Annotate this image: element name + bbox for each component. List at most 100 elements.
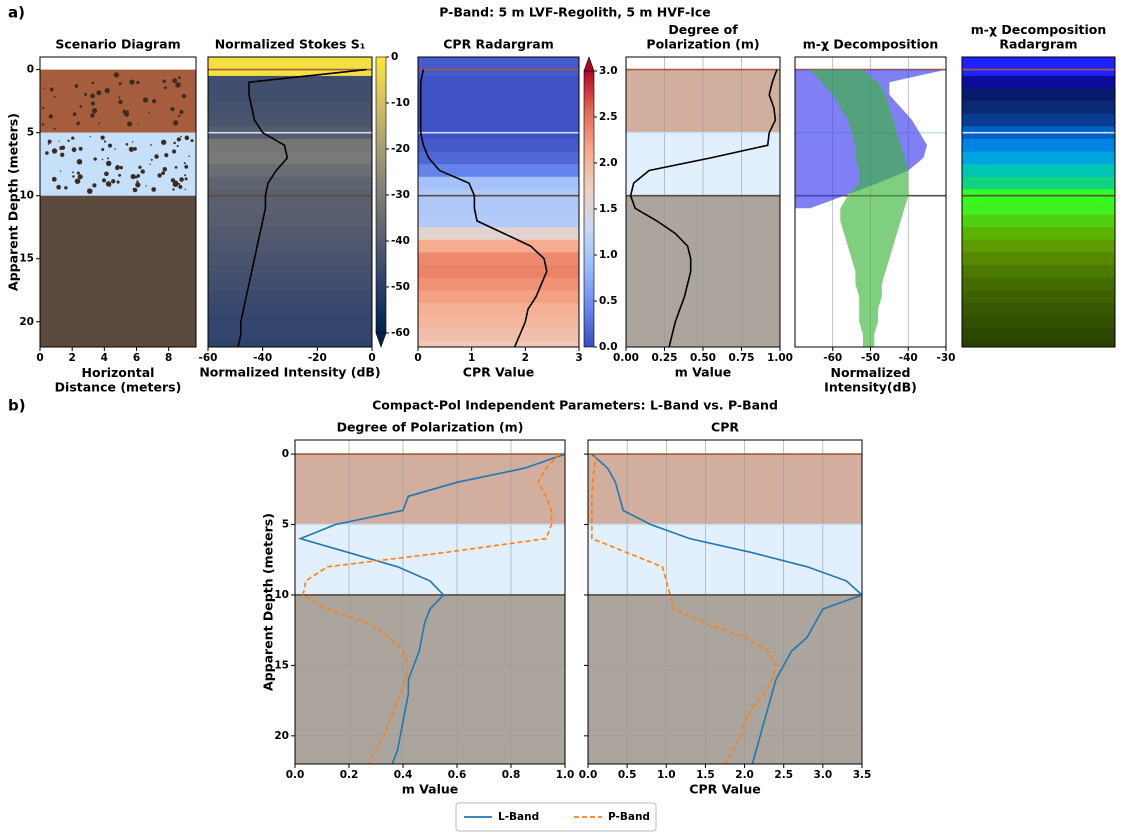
x-axis-label: Horizontal Distance (meters) — [55, 365, 182, 394]
particle — [49, 87, 54, 92]
x-tick-label: -60 — [199, 352, 218, 364]
particle — [173, 141, 176, 145]
particle — [53, 95, 56, 98]
particle — [98, 122, 100, 124]
color-strip — [962, 57, 1115, 77]
x-tick-label: 0.50 — [690, 352, 716, 364]
x-tick-label: 3.0 — [814, 769, 833, 781]
y-tick-label: 0 — [27, 64, 34, 76]
particle — [181, 94, 187, 99]
y-tick-label: 5 — [282, 519, 289, 531]
plot-area — [295, 440, 565, 764]
legend-label: L-Band — [498, 811, 539, 823]
panel-label: b) — [8, 397, 26, 415]
particle — [136, 180, 139, 183]
axes-frame — [207, 56, 373, 348]
colorbar-extension — [375, 332, 387, 348]
particle — [150, 144, 152, 146]
x-tick-label: 0.4 — [394, 769, 413, 781]
x-tick-label: 2.5 — [774, 769, 793, 781]
particle — [110, 179, 116, 184]
particle — [152, 99, 157, 104]
y-axis-label: Apparent Depth (meters) — [261, 513, 276, 691]
x-tick-label: 1.0 — [657, 769, 676, 781]
colorbar-tick-label: 0 — [391, 51, 398, 63]
particle — [149, 163, 151, 165]
particle — [74, 178, 81, 184]
particle — [100, 135, 105, 140]
x-tick-label: 0.2 — [340, 769, 359, 781]
particle — [127, 121, 133, 127]
x-tick-label: 0.00 — [613, 352, 639, 364]
x-axis-label: Normalized Intensity(dB) — [824, 365, 917, 394]
particle — [130, 174, 136, 180]
y-tick-label: 10 — [19, 190, 34, 202]
particle — [93, 157, 97, 161]
particle — [150, 158, 153, 161]
subplot-title: Scenario Diagram — [55, 37, 180, 52]
particle — [91, 108, 98, 114]
particle — [47, 143, 50, 145]
x-tick-label: -60 — [823, 352, 842, 364]
particle — [59, 146, 64, 151]
x-tick-label: 0.8 — [502, 769, 521, 781]
particle — [118, 99, 123, 105]
particle — [131, 141, 134, 143]
x-tick-label: 3 — [575, 352, 582, 364]
color-strip — [962, 88, 1115, 102]
panel-title: P-Band: 5 m LVF-Regolith, 5 m HVF-Ice — [439, 5, 711, 20]
plot-area — [588, 440, 862, 764]
particle — [53, 127, 56, 130]
axes-frame — [294, 439, 566, 765]
heat-band — [418, 214, 579, 228]
plot-area — [962, 57, 1115, 347]
particle — [106, 160, 112, 167]
legend-label: P-Band — [608, 811, 650, 823]
colorbar-tick-label: -60 — [391, 327, 410, 339]
heat-band — [208, 265, 372, 279]
particle — [174, 166, 178, 169]
colorbar-tick-label: -10 — [391, 97, 410, 109]
particle — [138, 165, 142, 169]
x-tick-label: 0 — [36, 352, 43, 364]
particle — [179, 109, 184, 114]
particle — [89, 136, 91, 138]
particle — [188, 155, 191, 158]
heat-band — [418, 315, 579, 329]
x-tick-label: 1.00 — [767, 352, 793, 364]
heat-band — [418, 290, 579, 304]
x-tick-label: 6 — [133, 352, 140, 364]
x-tick-label: -30 — [937, 352, 956, 364]
particle — [124, 111, 130, 117]
particle — [129, 79, 135, 85]
layer — [40, 132, 196, 196]
plot-area — [795, 57, 946, 347]
particle — [58, 140, 60, 142]
colorbar-extension — [583, 56, 595, 72]
heat-band — [208, 164, 372, 178]
particle — [71, 147, 77, 153]
particle — [137, 124, 140, 126]
x-tick-label: 4 — [101, 352, 108, 364]
y-tick-label: 10 — [274, 589, 289, 601]
particle — [41, 123, 45, 126]
particle — [84, 92, 88, 96]
particle — [178, 183, 181, 186]
heat-band — [418, 101, 579, 115]
particle — [175, 82, 181, 88]
x-axis-label: m Value — [675, 365, 731, 380]
heat-band — [418, 302, 579, 316]
color-strip — [962, 290, 1115, 304]
y-tick-label: 20 — [19, 316, 34, 328]
particle — [86, 188, 93, 194]
particle — [170, 107, 175, 112]
colorbar-tick-label: 1.0 — [599, 249, 618, 261]
heat-band — [418, 239, 579, 253]
heat-band — [208, 302, 372, 316]
particle — [154, 154, 159, 159]
heat-band — [208, 239, 372, 253]
heat-band — [418, 113, 579, 127]
colorbar-tick-label: -50 — [391, 281, 410, 293]
particle — [133, 147, 137, 151]
